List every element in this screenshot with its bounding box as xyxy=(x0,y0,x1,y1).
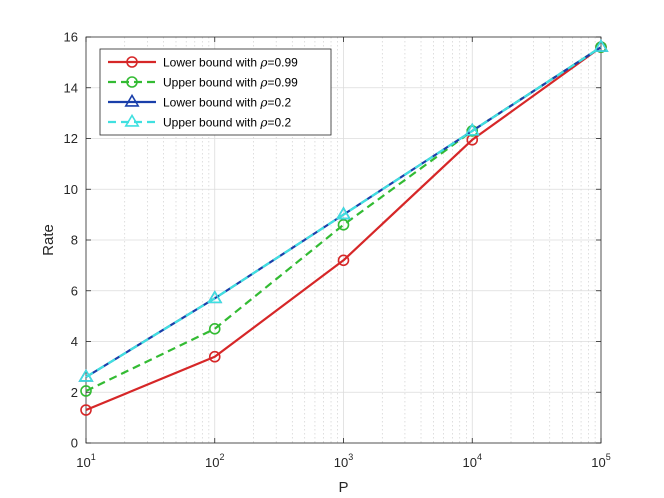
x-tick-label: 103 xyxy=(334,452,353,470)
y-tick-label: 12 xyxy=(64,131,78,146)
legend-label-symbol: ρ xyxy=(259,76,267,90)
legend-label: Upper bound with ρ=0.99 xyxy=(163,76,298,90)
legend-entry: Lower bound with ρ=0.2 xyxy=(108,93,291,110)
x-tick-label: 104 xyxy=(463,452,482,470)
data-point xyxy=(208,350,221,363)
legend-marker xyxy=(126,56,138,68)
legend-label-suffix: =0.2 xyxy=(267,96,291,110)
legend-label-suffix: =0.2 xyxy=(267,116,291,130)
series-line xyxy=(85,46,602,412)
x-tick-exponent: 1 xyxy=(91,452,96,462)
y-tick-label: 10 xyxy=(64,182,78,197)
series-line xyxy=(85,46,602,392)
legend-entry: Upper bound with ρ=0.99 xyxy=(108,76,298,90)
x-axis-label: P xyxy=(338,479,348,496)
series-line xyxy=(85,46,602,378)
x-tick-base: 10 xyxy=(463,455,477,470)
x-tick-base: 10 xyxy=(76,455,90,470)
x-tick-base: 10 xyxy=(205,455,219,470)
x-tick-label: 101 xyxy=(76,452,95,470)
legend-label-symbol: ρ xyxy=(259,96,267,110)
data-point xyxy=(80,385,92,397)
legend-label: Lower bound with ρ=0.99 xyxy=(163,56,298,70)
y-tick-label: 2 xyxy=(71,385,78,400)
x-tick-base: 10 xyxy=(591,455,605,470)
legend-label-prefix: Upper bound with xyxy=(163,76,260,90)
x-tick-base: 10 xyxy=(334,455,348,470)
legend-label-suffix: =0.99 xyxy=(267,56,298,70)
legend-label-suffix: =0.99 xyxy=(267,76,298,90)
y-tick-label: 0 xyxy=(71,436,78,451)
legend-label-prefix: Lower bound with xyxy=(163,96,260,110)
y-tick-label: 6 xyxy=(71,283,78,298)
legend-label-prefix: Lower bound with xyxy=(163,56,260,70)
legend-box xyxy=(99,48,332,136)
legend-marker xyxy=(126,76,138,88)
legend-label-prefix: Upper bound with xyxy=(163,116,260,130)
data-point xyxy=(208,323,221,335)
x-tick-label: 102 xyxy=(205,452,224,470)
x-tick-exponent: 4 xyxy=(477,452,482,462)
y-axis-label: Rate xyxy=(40,224,57,256)
x-tick-exponent: 5 xyxy=(606,452,611,462)
y-tick-label: 4 xyxy=(71,334,78,349)
x-tick-exponent: 2 xyxy=(219,452,224,462)
legend-entry: Lower bound with ρ=0.99 xyxy=(108,56,298,70)
series-2 xyxy=(80,41,607,397)
legend-label-symbol: ρ xyxy=(259,56,267,70)
data-point xyxy=(593,39,609,52)
legend-label-symbol: ρ xyxy=(259,116,267,130)
y-tick-label: 16 xyxy=(64,30,78,45)
series-4 xyxy=(78,39,609,382)
legend-entry: Upper bound with ρ=0.2 xyxy=(108,113,291,130)
grid xyxy=(86,37,601,443)
y-tick-label: 8 xyxy=(71,233,78,248)
legend-label: Upper bound with ρ=0.2 xyxy=(163,116,291,130)
y-tick-label: 14 xyxy=(64,80,78,95)
data-point xyxy=(337,254,350,267)
data-point xyxy=(335,206,352,220)
legend-marker xyxy=(124,113,140,127)
data-point xyxy=(78,368,94,382)
x-tick-exponent: 3 xyxy=(348,452,353,462)
data-point xyxy=(337,218,350,231)
series-group xyxy=(78,39,609,416)
data-point xyxy=(207,290,223,304)
x-tick-label: 105 xyxy=(591,452,610,470)
data-point xyxy=(80,404,92,416)
legend-label: Lower bound with ρ=0.2 xyxy=(163,96,291,110)
legend-marker xyxy=(124,93,140,107)
data-point xyxy=(464,122,480,136)
